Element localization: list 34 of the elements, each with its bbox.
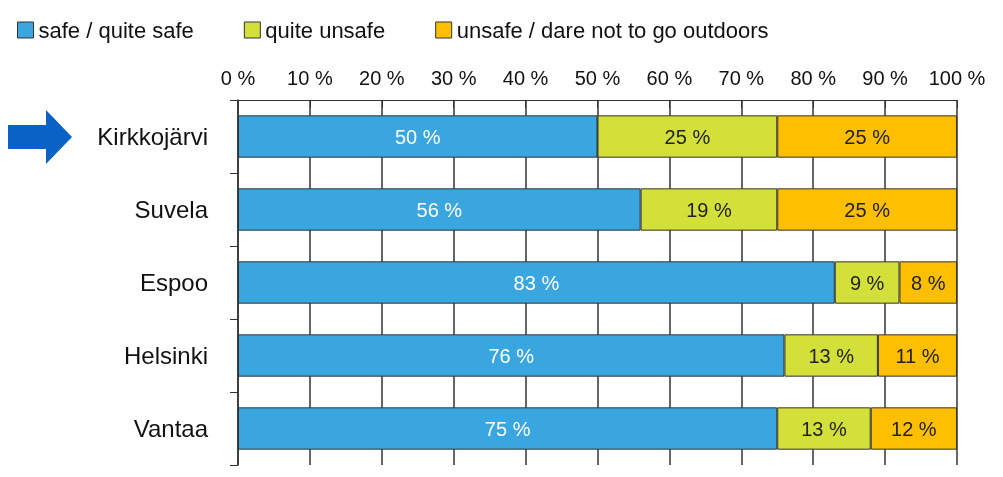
data-label: 25 % — [844, 125, 891, 148]
x-tick-label: 80 % — [790, 67, 837, 89]
data-label: 9 % — [849, 271, 885, 294]
data-label: 8 % — [911, 271, 946, 294]
x-tick-label: 90 % — [862, 67, 909, 89]
x-tick-label: 0 % — [220, 67, 256, 89]
legend-label: safe / quite safe — [38, 17, 194, 43]
y-tick-label: Kirkkojärvi — [97, 123, 208, 150]
x-tick-label: 40 % — [502, 67, 549, 89]
x-tick-label: 20 % — [359, 67, 405, 89]
y-tick-label: Helsinki — [123, 342, 208, 369]
data-label: 13 % — [801, 417, 847, 440]
data-label: 13 % — [808, 344, 855, 367]
x-tick-label: 70 % — [718, 67, 765, 89]
x-tick-label: 60 % — [646, 67, 693, 89]
x-tick-label: 10 % — [287, 67, 333, 89]
data-label: 25 % — [664, 125, 711, 148]
data-label: 50 % — [394, 125, 441, 148]
data-label: 25 % — [844, 198, 891, 221]
data-label: 12 % — [891, 417, 937, 440]
data-label: 56 % — [416, 198, 463, 221]
legend-label: quite unsafe — [265, 17, 386, 43]
data-label: 83 % — [513, 271, 560, 294]
x-tick-label: 30 % — [430, 67, 477, 89]
data-label: 19 % — [686, 198, 732, 221]
y-tick-label: Suvela — [134, 196, 209, 223]
legend-label: unsafe / dare not to go outdoors — [456, 17, 769, 43]
x-tick-label: 50 % — [574, 67, 621, 89]
data-label: 75 % — [484, 417, 531, 440]
x-tick-label: 100 % — [928, 67, 986, 89]
data-label: 11 % — [895, 344, 940, 367]
data-label: 76 % — [488, 344, 535, 367]
y-tick-label: Vantaa — [133, 415, 209, 442]
y-tick-label: Espoo — [139, 269, 208, 296]
